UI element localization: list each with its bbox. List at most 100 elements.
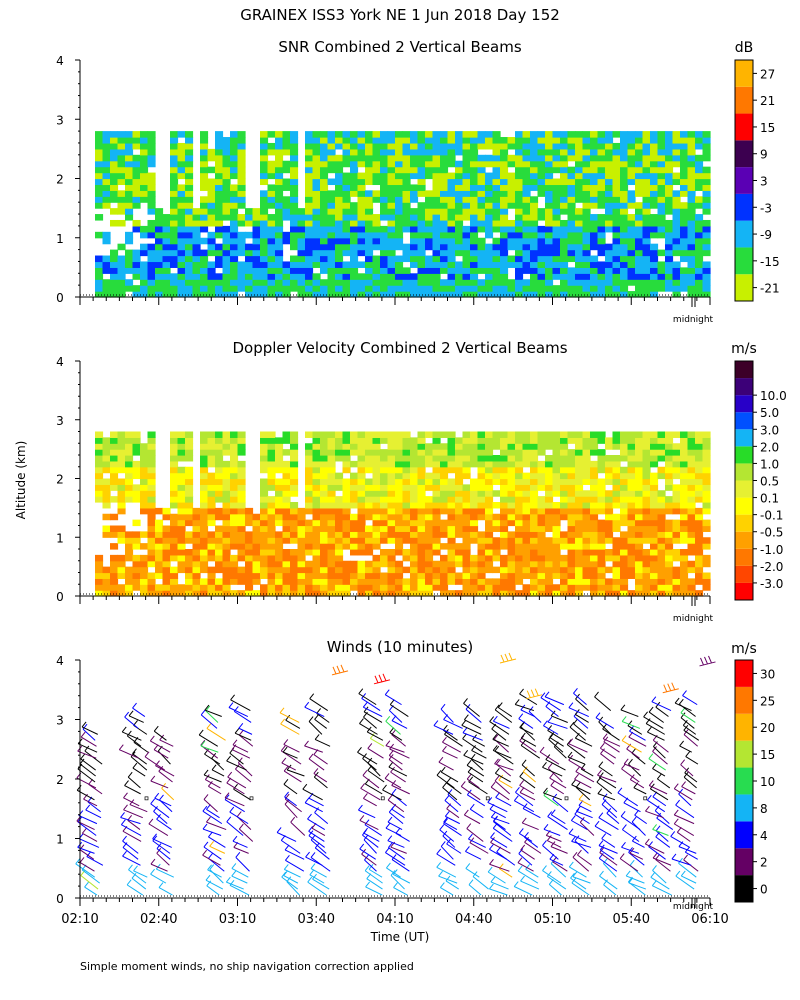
field-cell <box>582 137 591 144</box>
field-cell <box>170 460 179 468</box>
field-cell <box>702 243 711 251</box>
field-cell <box>282 273 291 280</box>
wind-barb-flag <box>85 804 91 811</box>
field-cell <box>590 525 599 532</box>
field-cell <box>650 202 659 209</box>
wind-barb <box>493 820 506 830</box>
field-cell <box>485 214 494 221</box>
field-cell <box>635 214 644 221</box>
field-cell <box>695 578 704 585</box>
field-cell <box>500 148 509 156</box>
field-cell <box>477 225 486 233</box>
field-cell <box>417 166 426 174</box>
field-cell <box>365 148 374 156</box>
field-cell <box>650 291 659 298</box>
field-cell <box>335 202 344 209</box>
field-cell <box>237 148 246 156</box>
wind-barb-flag <box>205 705 211 712</box>
wind-barb <box>444 733 463 747</box>
wind-barb-flag <box>206 816 211 823</box>
field-cell <box>620 537 629 544</box>
wind-barb <box>124 716 139 729</box>
field-cell <box>620 543 629 550</box>
field-cell <box>117 196 126 203</box>
field-cell <box>687 255 696 263</box>
wind-barb-flag <box>203 769 209 776</box>
field-cell <box>320 178 329 186</box>
field-cell <box>387 219 396 227</box>
wind-barb <box>83 798 98 807</box>
field-cell <box>290 484 299 491</box>
field-cell <box>672 502 681 509</box>
field-cell <box>582 249 591 257</box>
wind-barb-flag <box>387 816 393 823</box>
wind-barb <box>490 837 508 848</box>
field-cell <box>650 431 659 438</box>
field-cell <box>147 590 156 597</box>
field-cell <box>102 531 111 538</box>
wind-barb-flag <box>121 726 127 733</box>
field-cell <box>590 490 599 497</box>
field-cell <box>470 566 479 574</box>
field-cell <box>657 449 666 456</box>
wind-barb-flag <box>442 736 447 743</box>
field-cell <box>530 502 539 509</box>
field-cell <box>665 225 674 233</box>
field-cell <box>380 190 389 197</box>
field-cell <box>117 273 126 280</box>
field-cell <box>110 196 119 203</box>
field-cell <box>170 243 179 251</box>
field-cell <box>695 255 704 263</box>
field-cell <box>185 148 194 156</box>
field-cell <box>635 531 644 538</box>
wind-barb <box>313 776 328 789</box>
field-cell <box>515 554 524 562</box>
field-cell <box>575 584 584 591</box>
field-cell <box>582 584 591 591</box>
wind-barb <box>462 738 483 753</box>
field-cell <box>327 154 336 162</box>
field-cell <box>560 578 569 585</box>
field-cell <box>440 172 449 180</box>
field-cell <box>327 231 336 239</box>
field-cell <box>215 549 224 556</box>
wind-barb <box>517 862 534 872</box>
field-cell <box>275 478 284 485</box>
field-cell <box>365 531 374 538</box>
field-cell <box>222 519 231 527</box>
field-cell <box>462 466 471 474</box>
field-cell <box>200 148 209 156</box>
wind-barb <box>235 857 250 872</box>
field-cell <box>245 249 254 257</box>
field-cell <box>252 291 261 298</box>
field-cell <box>395 478 404 485</box>
field-cell <box>192 261 201 268</box>
field-cell <box>657 137 666 144</box>
field-cell <box>312 291 321 298</box>
field-cell <box>350 543 359 550</box>
wind-barb <box>390 846 407 854</box>
wind-barb <box>205 879 224 890</box>
field-cell <box>695 285 704 292</box>
field-cell <box>290 154 299 162</box>
field-cell <box>260 554 269 562</box>
field-cell <box>672 202 681 209</box>
field-cell <box>305 460 314 468</box>
field-cell <box>455 484 464 491</box>
field-cell <box>560 554 569 562</box>
field-cell <box>575 590 584 597</box>
field-cell <box>425 472 434 480</box>
field-cell <box>560 455 569 462</box>
wind-barb-flag <box>235 763 240 770</box>
field-cell <box>447 437 456 444</box>
field-cell <box>365 490 374 497</box>
field-cell <box>635 472 644 480</box>
field-cell <box>342 261 351 268</box>
wind-barb-flag <box>206 723 212 729</box>
field-cell <box>695 484 704 491</box>
field-cell <box>635 261 644 268</box>
field-cell <box>335 249 344 257</box>
field-cell <box>492 291 501 298</box>
field-cell <box>567 537 576 544</box>
field-cell <box>140 148 149 156</box>
